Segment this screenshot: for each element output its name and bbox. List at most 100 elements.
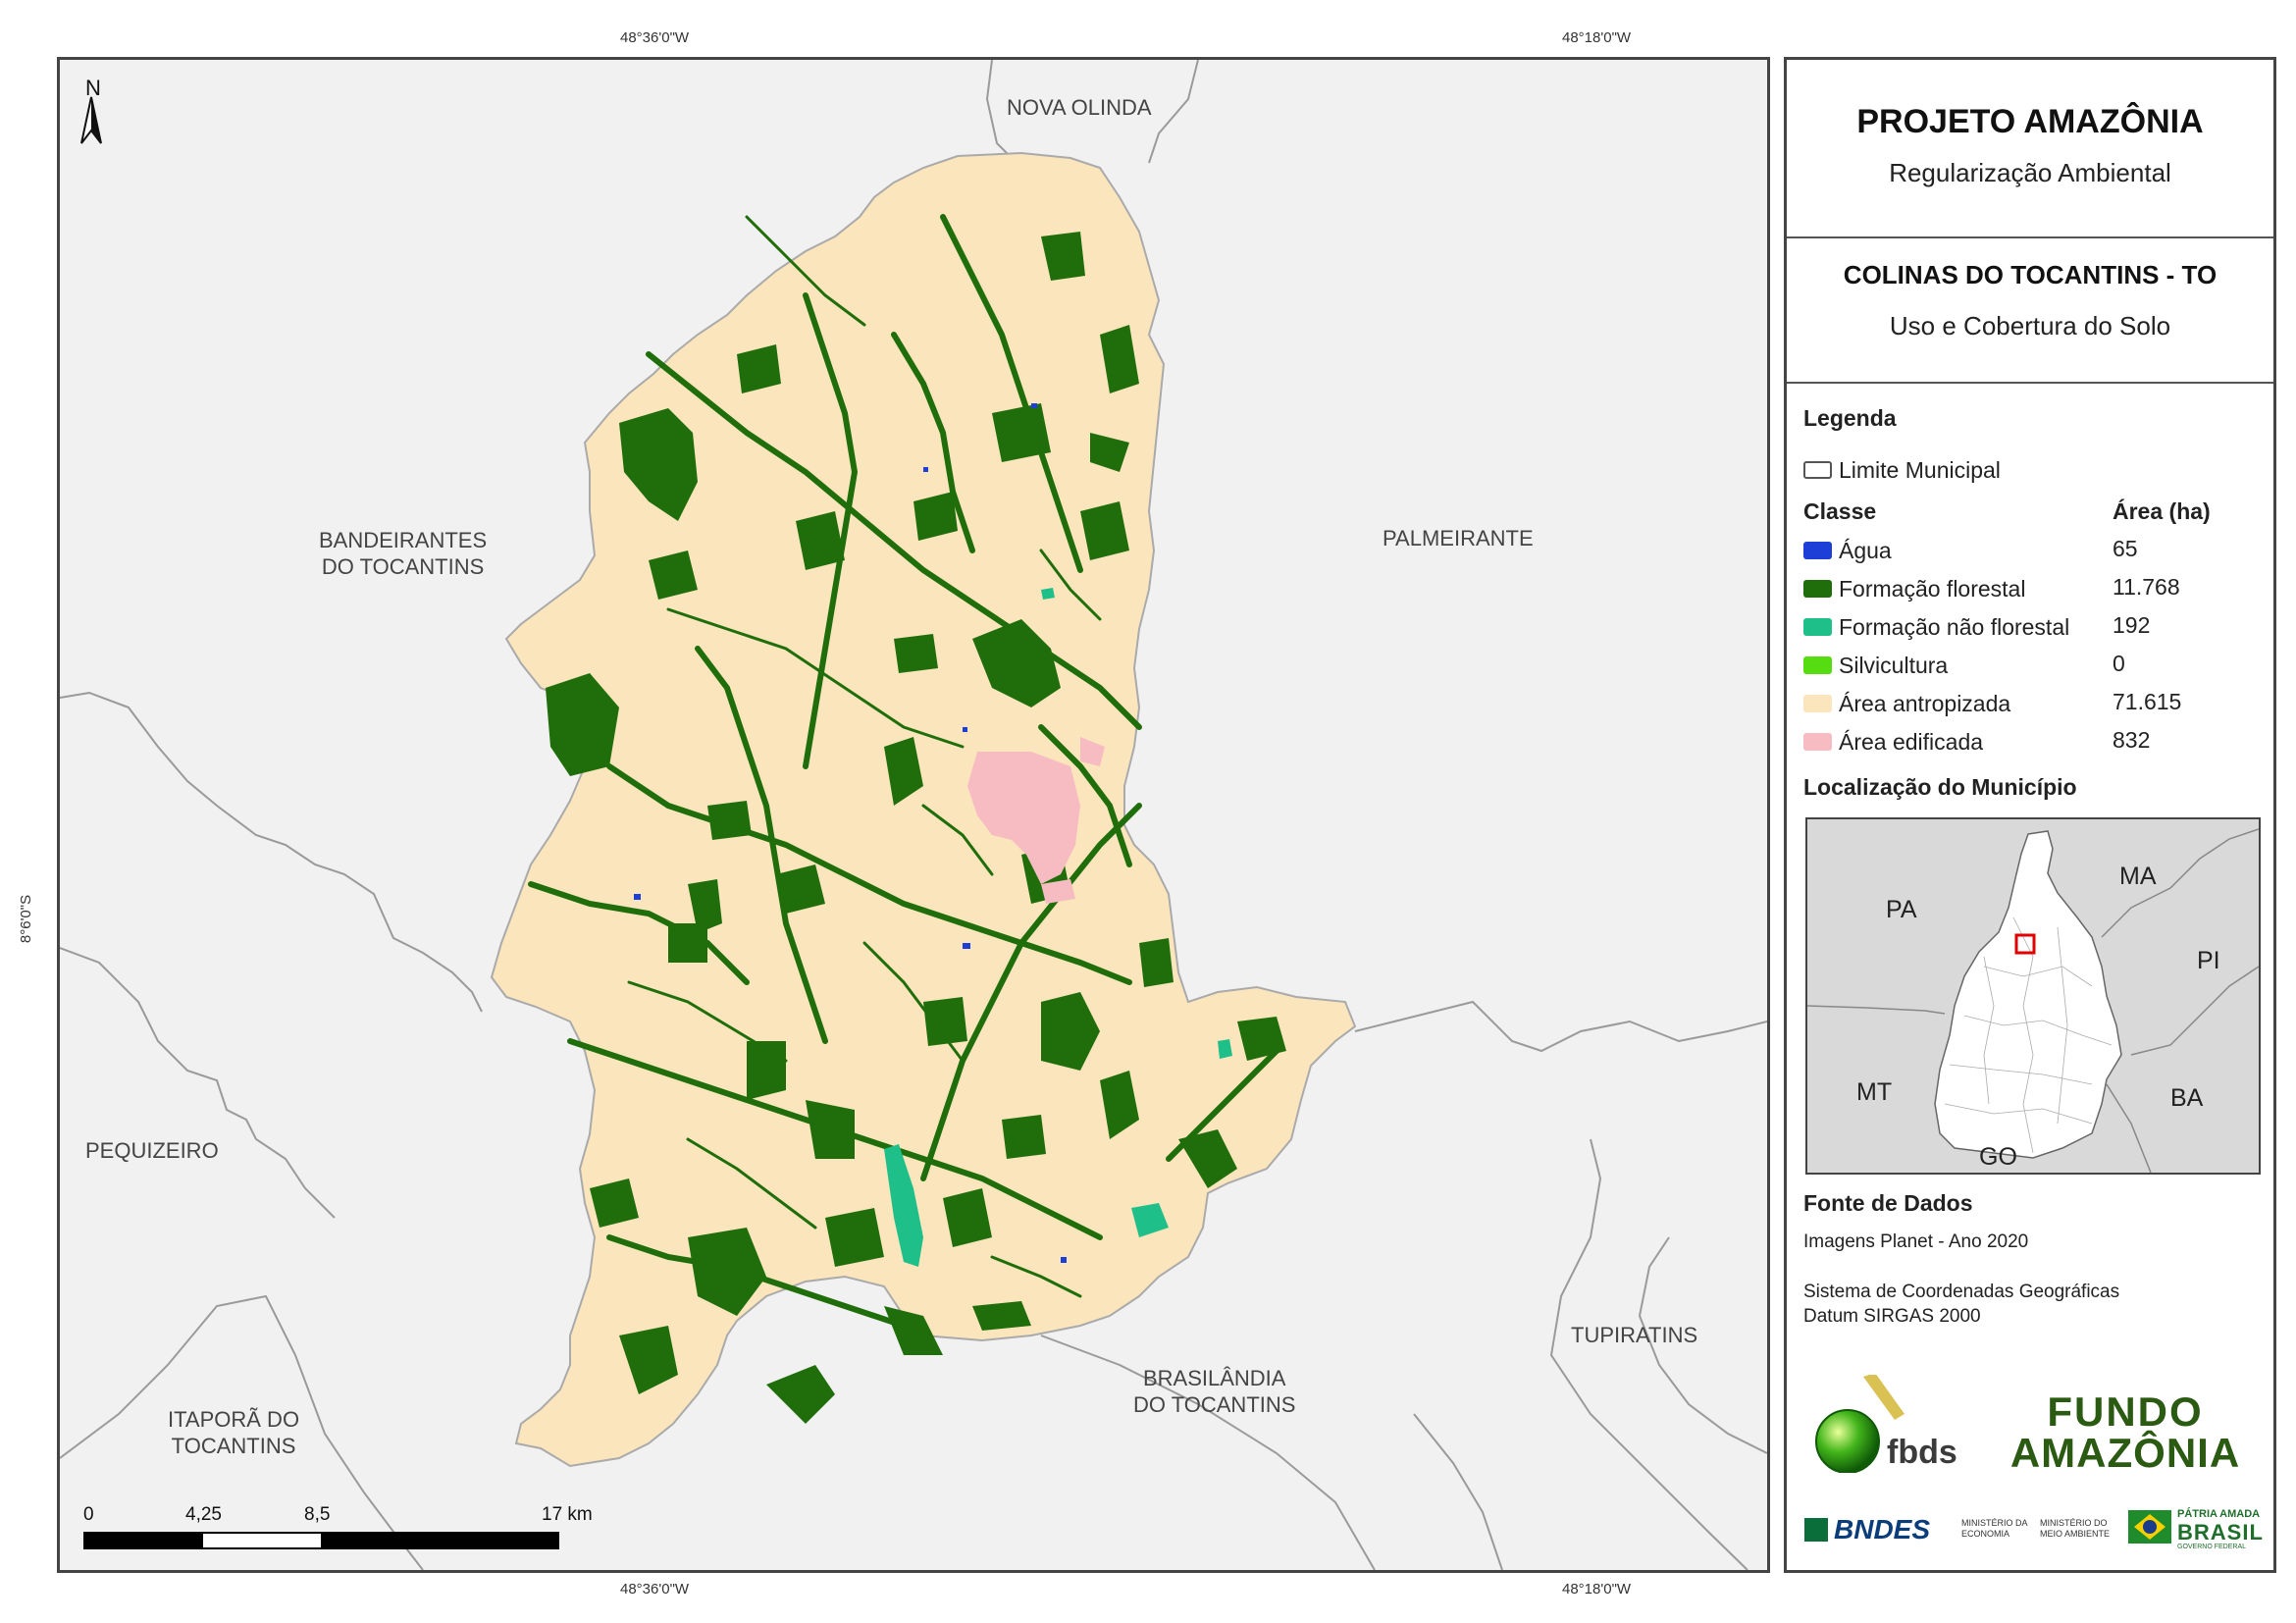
forest-patch: [649, 550, 698, 600]
forest-patch: [884, 1306, 943, 1355]
class-area: 65: [2113, 536, 2138, 561]
water-body: [963, 727, 967, 732]
forest-corridor: [1038, 724, 1132, 867]
flag-icon: [2128, 1510, 2171, 1544]
forest-patch: [894, 634, 938, 673]
state-label-pi: PI: [2197, 947, 2220, 974]
forest-patch: [992, 403, 1051, 462]
class-area: 71.615: [2113, 689, 2182, 714]
location-minimap: PA MA PI MT BA GO: [1805, 817, 2261, 1175]
class-area: 11.768: [2113, 574, 2180, 600]
neighbor-label-bandeirantes: BANDEIRANTES DO TOCANTINS: [319, 528, 488, 579]
forest-stream: [990, 1255, 1082, 1298]
panel-municipality-section: COLINAS DO TOCANTINS - TO Uso e Cobertur…: [1787, 238, 2273, 384]
class-name: Silvicultura: [1839, 653, 1949, 678]
forest-patch: [972, 1301, 1031, 1331]
map-frame[interactable]: N NOVA OLINDA BANDEIRANTES DO TOCANTINS …: [57, 57, 1770, 1573]
class-area: 832: [2113, 727, 2151, 753]
source-title: Fonte de Dados: [1803, 1190, 1973, 1216]
neighbor-label-nova-olinda: NOVA OLINDA: [1007, 95, 1152, 120]
legend-title: Legenda: [1803, 405, 1897, 431]
nonforest-patch: [1131, 1203, 1169, 1237]
border-east-3: [1638, 1236, 1767, 1454]
forest-stream: [1039, 549, 1102, 621]
border-south-1: [1040, 1335, 1376, 1570]
forest-patch: [1139, 938, 1174, 987]
nonforest-patches: [884, 588, 1232, 1267]
forest-patch: [1080, 501, 1129, 560]
map-theme: Uso e Cobertura do Solo: [1889, 311, 2171, 340]
brasil-text: BRASIL: [2177, 1520, 2264, 1544]
coord-top-left: 48°36'0"W: [620, 29, 690, 46]
amazonia-text: AMAZÔNIA: [2009, 1430, 2241, 1476]
state-label-mt: MT: [1856, 1078, 1893, 1106]
forest-patch: [1178, 1129, 1237, 1188]
patria-text: PÁTRIA AMADA: [2177, 1508, 2261, 1520]
project-subtitle: Regularização Ambiental: [1889, 158, 2171, 187]
location-title: Localização do Município: [1803, 774, 2077, 800]
water-bodies: [634, 403, 1067, 1263]
water-body: [1031, 403, 1037, 408]
swatch-area-antropizada: [1803, 695, 1832, 712]
forest-patch: [546, 673, 619, 776]
coord-left-lat: 8°6'0"S: [18, 894, 35, 944]
class-name: Área antropizada: [1839, 691, 2011, 716]
minimap-svg: [1807, 828, 2259, 1173]
forest-patch: [688, 879, 722, 933]
side-panel: PROJETO AMAZÔNIA Regularização Ambiental…: [1784, 57, 2276, 1573]
crs-line2: Datum SIRGAS 2000: [1803, 1306, 1981, 1327]
forest-stream: [686, 1137, 817, 1230]
forest-corridor: [528, 881, 750, 985]
forest-corridors: [528, 214, 1279, 1329]
swatch-formacao-florestal: [1803, 580, 1832, 598]
forest-stream: [627, 980, 788, 1063]
forest-corridor: [940, 214, 1083, 573]
state-label-pa: PA: [1886, 896, 1917, 923]
border-west-1: [60, 691, 483, 1013]
neighbor-label-tupiratins: TUPIRATINS: [1571, 1323, 1698, 1347]
project-title: PROJETO AMAZÔNIA: [1856, 103, 2204, 140]
nonforest-patch: [1041, 588, 1055, 600]
class-name: Água: [1839, 538, 1892, 563]
fbds-logo: fbds: [1806, 1373, 1963, 1474]
forest-patch: [668, 923, 707, 963]
forest-patch: [796, 511, 845, 570]
municipality-area: [490, 151, 1357, 1468]
swatch-silvicultura: [1803, 656, 1832, 674]
forest-patch: [923, 997, 967, 1046]
coord-top-right: 48°18'0"W: [1562, 29, 1632, 46]
border-east-1: [1354, 1000, 1767, 1053]
area-header: Área (ha): [2113, 498, 2211, 524]
forest-corridor: [1166, 1048, 1279, 1162]
swatch-formacao-nao-florestal: [1803, 618, 1832, 636]
coord-bottom-left: 48°36'0"W: [620, 1581, 690, 1597]
forest-corridor: [567, 1038, 1103, 1240]
border-southwest-2: [60, 1294, 424, 1570]
neighbor-label-itapora: ITAPORÃ DO TOCANTINS: [168, 1407, 300, 1458]
forest-patch: [619, 408, 698, 521]
water-body: [634, 894, 641, 900]
government-logos: BNDES MINISTÉRIO DA ECONOMIA MINISTÉRIO …: [1804, 1508, 2275, 1559]
forest-patch: [1002, 1115, 1046, 1159]
swatch-area-edificada: [1803, 733, 1832, 751]
tocantins-state: [1934, 830, 2122, 1159]
forest-corridor: [606, 1234, 907, 1329]
coord-bottom-right: 48°18'0"W: [1562, 1581, 1632, 1597]
class-area: 0: [2113, 651, 2125, 676]
source-line: Imagens Planet - Ano 2020: [1803, 1231, 2029, 1252]
neighbor-label-brasilandia: BRASILÂNDIA DO TOCANTINS: [1133, 1366, 1296, 1417]
forest-patch: [972, 619, 1061, 707]
forest-corridor: [606, 763, 1132, 985]
border-southwest-1: [60, 947, 336, 1219]
fbds-text: fbds: [1887, 1434, 1957, 1471]
bndes-icon: [1804, 1518, 1828, 1542]
north-arrow-icon: [80, 96, 102, 144]
forest-patch: [1100, 1071, 1139, 1139]
forest-patch: [590, 1178, 639, 1228]
forest-corridor: [891, 332, 975, 553]
border-east-2: [1549, 1138, 1748, 1570]
min-ambiente-text: MINISTÉRIO DO MEIO AMBIENTE: [2040, 1518, 2111, 1539]
forest-patches: [546, 232, 1286, 1424]
north-label: N: [85, 76, 101, 100]
class-area: 192: [2113, 612, 2151, 638]
